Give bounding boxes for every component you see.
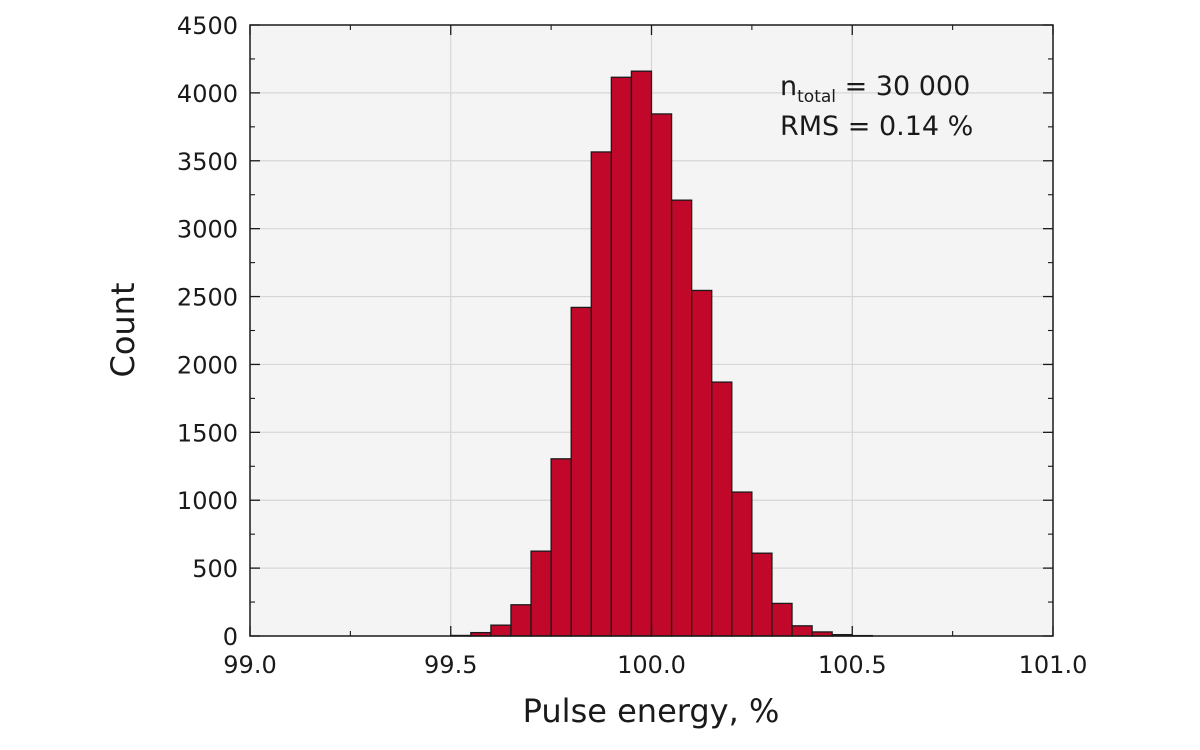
y-tick-label: 2500	[177, 284, 238, 312]
histogram-bar	[791, 625, 813, 637]
y-tick-label: 4500	[177, 12, 238, 40]
x-tick-label: 100.5	[818, 651, 887, 679]
histogram-bar	[490, 624, 512, 637]
y-tick-label: 500	[192, 555, 238, 583]
histogram-bar	[711, 381, 733, 637]
histogram-bar	[550, 458, 572, 637]
x-tick-label: 99.5	[424, 651, 477, 679]
x-tick-label: 100.0	[617, 651, 686, 679]
axis-ticks	[249, 24, 1054, 637]
x-tick-label: 101.0	[1019, 651, 1088, 679]
histogram-bar	[751, 552, 773, 637]
rms-annotation: RMS = 0.14 %	[780, 111, 973, 142]
histogram-bar	[530, 550, 552, 637]
histogram-bar	[650, 113, 673, 637]
y-tick-label: 1500	[177, 419, 238, 447]
n-value: = 30 000	[836, 71, 970, 102]
n-symbol: n	[780, 71, 797, 102]
y-tick-label: 1000	[177, 487, 238, 515]
y-tick-label: 3000	[177, 216, 238, 244]
tick-labels: 99.0 99.5 100.0 100.5 101.0 0 500 1000 1500 2000 2…	[177, 12, 1087, 679]
n-total-annotation: ntotal = 30 000	[780, 71, 970, 107]
n-subscript: total	[797, 87, 836, 107]
histogram-bar	[590, 151, 613, 637]
histogram-bar	[510, 604, 532, 637]
y-axis-title: Count	[104, 282, 142, 377]
y-tick-label: 4000	[177, 80, 238, 108]
y-tick-label: 2000	[177, 351, 238, 379]
histogram-bar	[691, 289, 713, 637]
histogram-bar	[670, 199, 693, 637]
histogram-bar	[630, 70, 653, 637]
histogram-bar	[731, 491, 753, 637]
histogram-bar	[570, 306, 592, 637]
histogram-bars	[450, 70, 873, 637]
x-axis-title: Pulse energy, %	[523, 692, 780, 730]
histogram-bar	[610, 76, 633, 637]
y-tick-label: 3500	[177, 148, 238, 176]
x-tick-label: 99.0	[223, 651, 276, 679]
y-tick-label: 0	[223, 623, 238, 651]
histogram-bar	[771, 602, 793, 637]
